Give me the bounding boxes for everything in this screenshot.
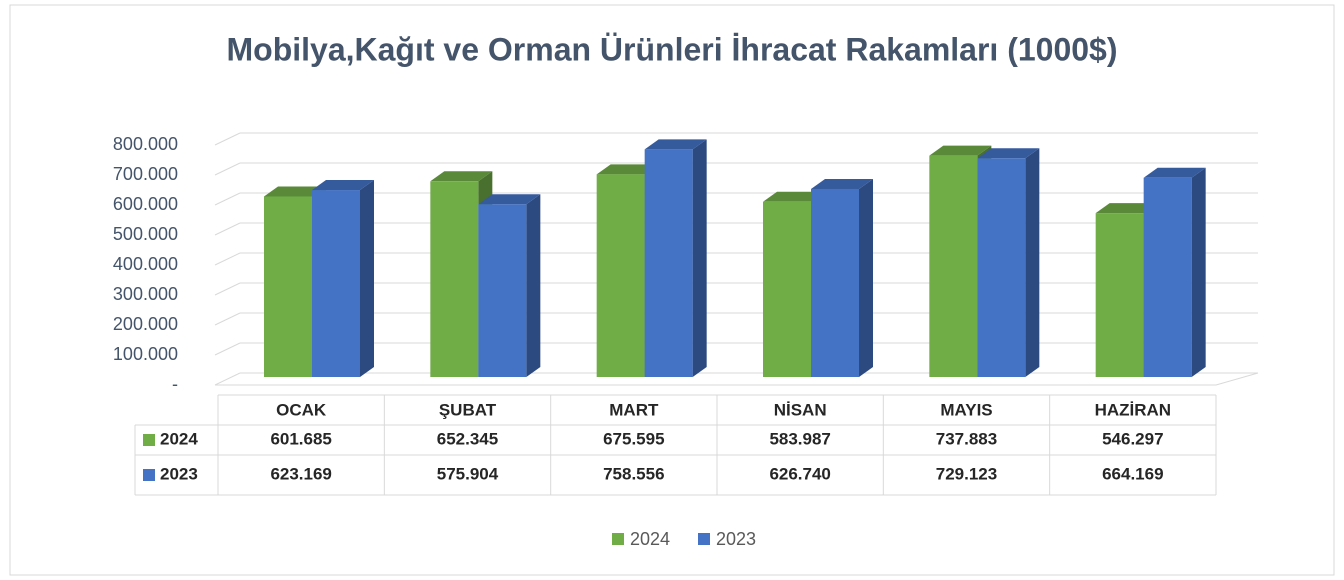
grid-line [214, 162, 1258, 176]
grid-side [214, 192, 241, 206]
bar-top [929, 145, 992, 156]
bar-front [430, 181, 479, 377]
grid-line [214, 192, 1258, 206]
table-value: 737.883 [936, 429, 997, 448]
bar-side [360, 180, 374, 377]
table-value: 626.740 [769, 464, 830, 483]
legend-key [698, 533, 710, 545]
y-tick-label: 500.000 [113, 224, 178, 244]
table-value: 652.345 [437, 429, 498, 448]
bar-top [1095, 203, 1158, 214]
grid-line [214, 252, 1258, 266]
bar-side [526, 194, 541, 377]
table-value: 758.556 [603, 464, 664, 483]
bar-top [478, 194, 541, 205]
bar-front [1095, 213, 1144, 377]
bar-front [763, 201, 811, 377]
grid-side [214, 312, 241, 326]
bar-front [312, 190, 360, 377]
bar-front [977, 158, 1026, 377]
bar [977, 148, 1040, 377]
x-tick-label: HAZİRAN [1095, 400, 1172, 419]
bar-top [763, 191, 825, 202]
table-value: 623.169 [270, 464, 331, 483]
x-tick-label: MAYIS [940, 400, 992, 419]
bar-front [929, 155, 978, 377]
y-tick-label: 300.000 [113, 284, 178, 304]
bar-front [264, 196, 312, 377]
bar [1143, 167, 1206, 377]
bar-top [1143, 167, 1206, 178]
y-tick-label: 100.000 [113, 344, 178, 364]
x-tick-label: MART [609, 400, 659, 419]
grid-line [214, 282, 1258, 296]
bar-front [644, 149, 693, 377]
grid-line [214, 372, 1258, 386]
chart-title: Mobilya,Kağıt ve Orman Ürünleri İhracat … [227, 31, 1118, 67]
table-row-label: 2023 [160, 464, 198, 483]
grid-line [214, 312, 1258, 326]
bar [811, 178, 873, 377]
legend-label: 2024 [630, 529, 670, 549]
bar-front [596, 174, 645, 377]
x-tick-label: OCAK [276, 400, 327, 419]
bar-top [312, 180, 374, 191]
grid-side [214, 282, 241, 296]
y-tick-label: 200.000 [113, 314, 178, 334]
bar-front [478, 204, 527, 377]
bar-top [811, 178, 873, 189]
y-tick-label: 600.000 [113, 194, 178, 214]
grid-side [214, 162, 241, 176]
grid-side [214, 252, 241, 266]
bar-top [264, 186, 326, 197]
table-legend-key [143, 434, 155, 446]
y-tick-label: - [172, 374, 178, 394]
legend-key [612, 533, 624, 545]
bar [312, 180, 374, 377]
grid-side [214, 132, 241, 146]
y-tick-label: 400.000 [113, 254, 178, 274]
bar [644, 139, 707, 377]
table-value: 664.169 [1102, 464, 1163, 483]
x-tick-label: ŞUBAT [439, 400, 497, 419]
x-tick-label: NİSAN [774, 400, 827, 419]
bar-side [1191, 167, 1206, 377]
table-value: 601.685 [270, 429, 331, 448]
bar-front [1143, 177, 1192, 377]
bar-top [977, 148, 1040, 159]
table-value: 575.904 [437, 464, 499, 483]
grid-side [214, 222, 241, 236]
table-row-label: 2024 [160, 429, 198, 448]
y-tick-label: 800.000 [113, 134, 178, 154]
grid-line [214, 222, 1258, 236]
bar [478, 194, 541, 377]
table-value: 729.123 [936, 464, 997, 483]
bar-side [1025, 148, 1040, 377]
legend-label: 2023 [716, 529, 756, 549]
bar-side [859, 178, 873, 377]
bar-side [692, 139, 707, 377]
bar-top [644, 139, 707, 150]
bar-top [596, 164, 659, 175]
table-legend-key [143, 469, 155, 481]
table-value: 675.595 [603, 429, 664, 448]
bar-front [811, 188, 859, 377]
table-value: 546.297 [1102, 429, 1163, 448]
grid-line [214, 132, 1258, 146]
grid-side [214, 342, 241, 356]
grid-line [214, 342, 1258, 356]
y-tick-label: 700.000 [113, 164, 178, 184]
grid-side [214, 372, 241, 386]
table-value: 583.987 [769, 429, 830, 448]
floor-right [1215, 372, 1259, 386]
bar-top [430, 171, 493, 182]
